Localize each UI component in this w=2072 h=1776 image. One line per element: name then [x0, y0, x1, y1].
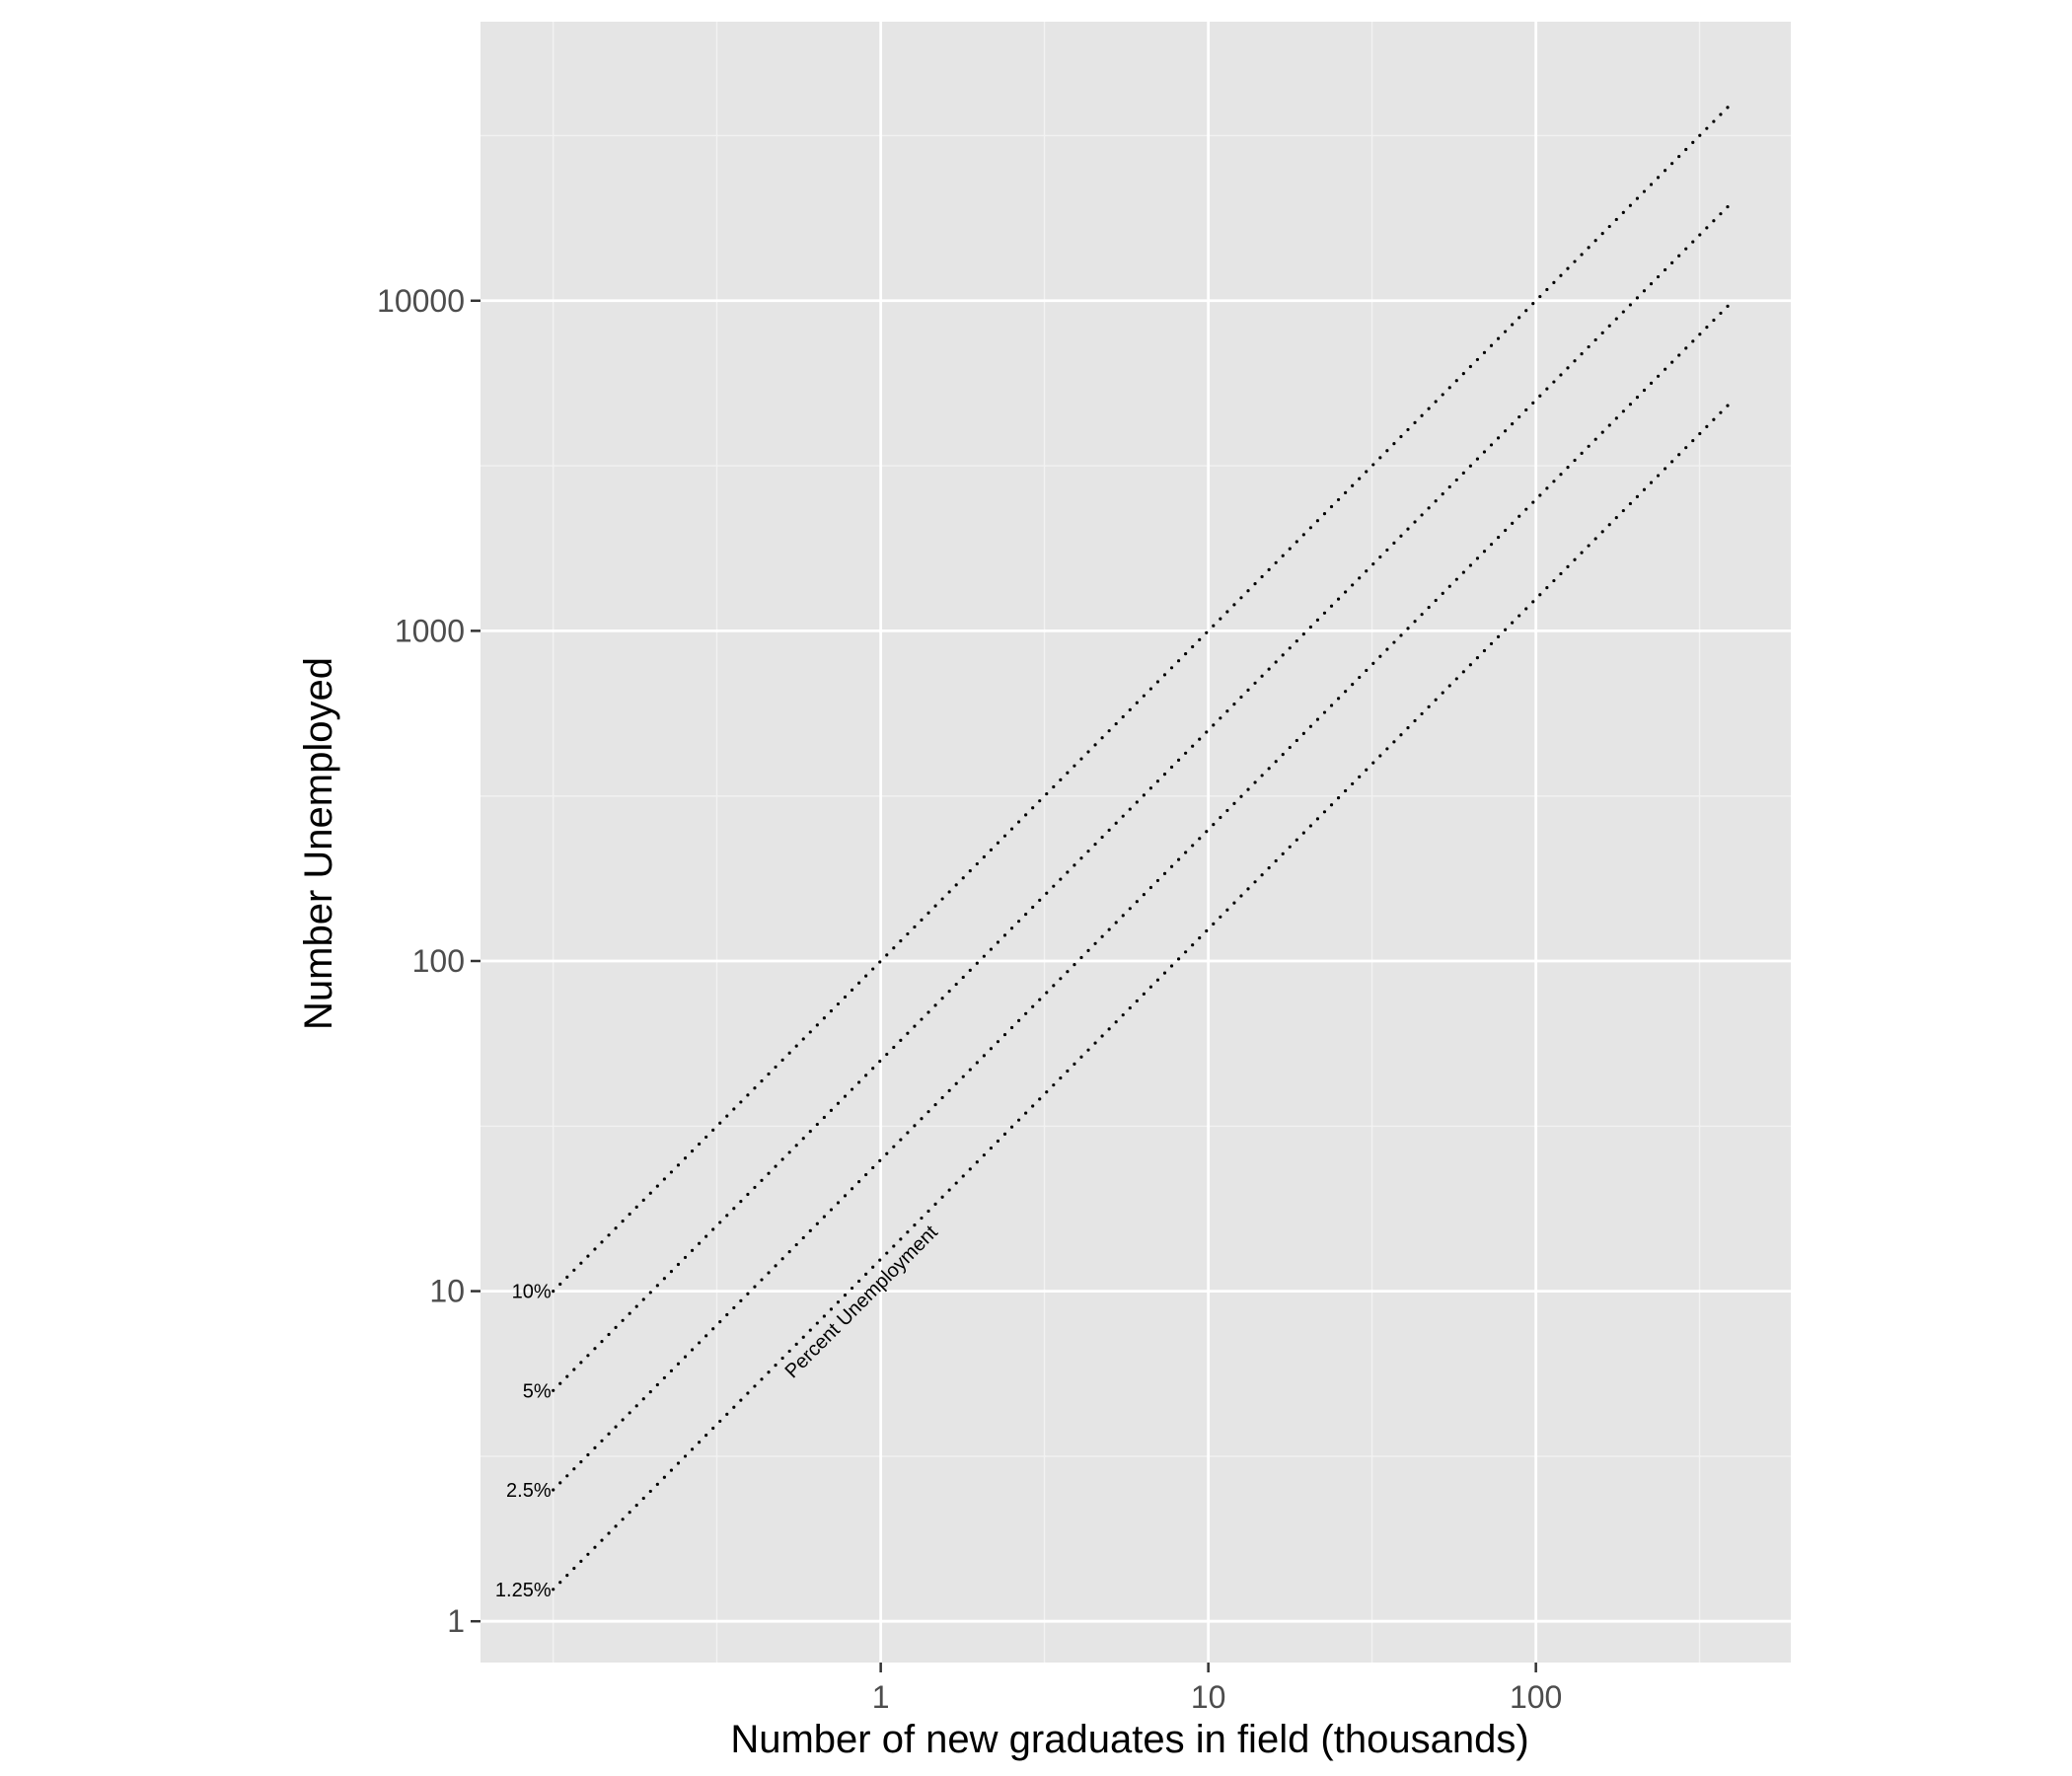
- series-label: 10%: [512, 1282, 552, 1303]
- series-line: [552, 100, 1736, 1294]
- y-axis-title: Number Unemployed: [297, 657, 340, 1030]
- series-line: [552, 199, 1736, 1392]
- y-tick-label: 10: [429, 1274, 465, 1309]
- y-tick-label: 10000: [377, 283, 465, 319]
- x-tick-label: 1: [872, 1679, 890, 1715]
- plot-panel: [481, 22, 1791, 1663]
- series-label: 1.25%: [495, 1580, 552, 1601]
- y-tick-label: 1000: [395, 613, 465, 648]
- x-tick-label: 100: [1510, 1679, 1562, 1715]
- y-tick-label: 1: [447, 1603, 465, 1639]
- series-line: [552, 398, 1736, 1591]
- series-label: 2.5%: [506, 1480, 552, 1502]
- y-tick-label: 100: [412, 943, 465, 979]
- series-label: 5%: [523, 1380, 552, 1402]
- series-line: [552, 299, 1736, 1492]
- x-axis-title: Number of new graduates in field (thousa…: [730, 1718, 1528, 1761]
- x-tick-label: 10: [1191, 1679, 1226, 1715]
